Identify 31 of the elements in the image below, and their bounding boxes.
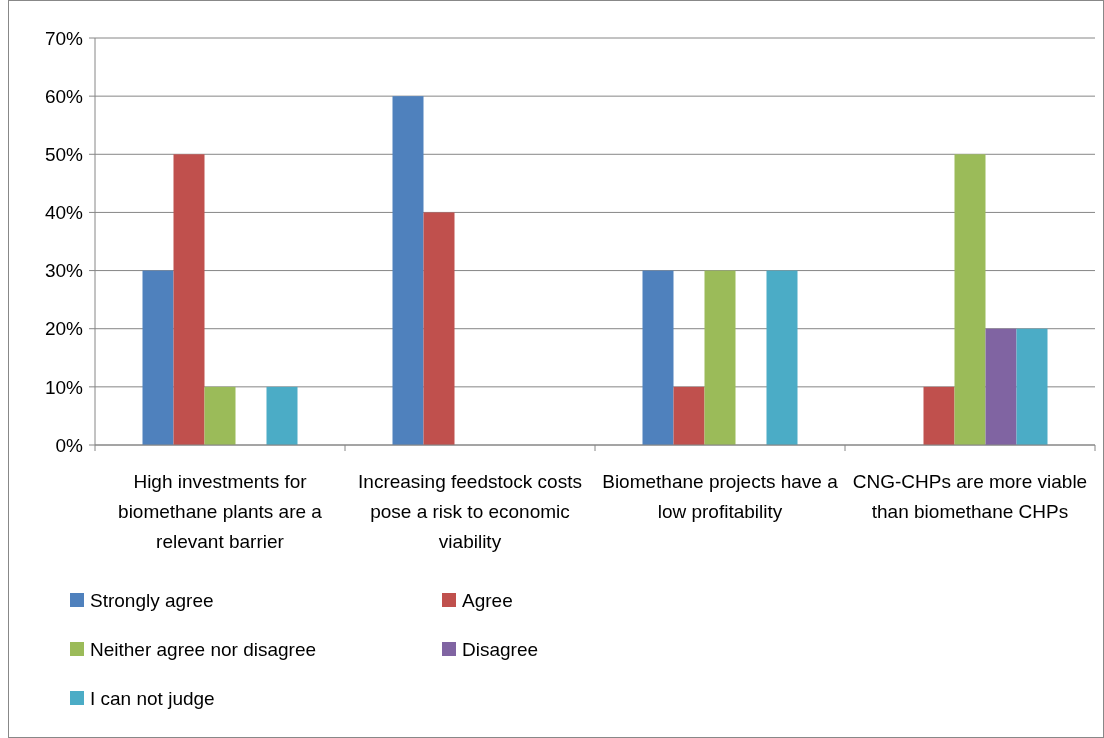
bar (392, 96, 424, 445)
bar (673, 386, 705, 445)
bar (266, 386, 298, 445)
x-tick-label: High investments for biomethane plants are a relevant barrier (118, 471, 323, 552)
bar (204, 386, 236, 445)
bar (766, 270, 798, 445)
legend-label: I can not judge (90, 687, 215, 709)
bar (642, 270, 674, 445)
y-tick-label: 10% (44, 376, 84, 398)
y-tick-label: 40% (44, 202, 84, 224)
bar (704, 270, 736, 445)
bar (423, 212, 455, 445)
bar (923, 386, 955, 445)
bar (954, 154, 986, 445)
legend-label: Neither agree nor disagree (90, 638, 317, 660)
bar (1016, 328, 1048, 445)
y-tick-label: 20% (44, 318, 84, 340)
legend-label: Agree (462, 589, 513, 611)
legend-label: Disagree (462, 638, 539, 660)
y-tick-label: 50% (44, 143, 84, 165)
bar (985, 328, 1017, 445)
y-tick-label: 30% (44, 260, 84, 282)
y-tick-label: 60% (44, 85, 84, 107)
y-tick-label: 70% (44, 27, 84, 49)
bar (142, 270, 174, 445)
x-tick-label: Biomethane projects have a low profitability (602, 471, 839, 522)
x-tick-label: CNG-CHPs are more viable than biomethane CHPs (852, 471, 1088, 522)
bar (173, 154, 205, 445)
x-tick-label: Increasing feedstock costs pose a risk to economic viability (358, 471, 582, 552)
y-tick-label: 0% (55, 434, 84, 456)
legend-label: Strongly agree (90, 589, 214, 611)
